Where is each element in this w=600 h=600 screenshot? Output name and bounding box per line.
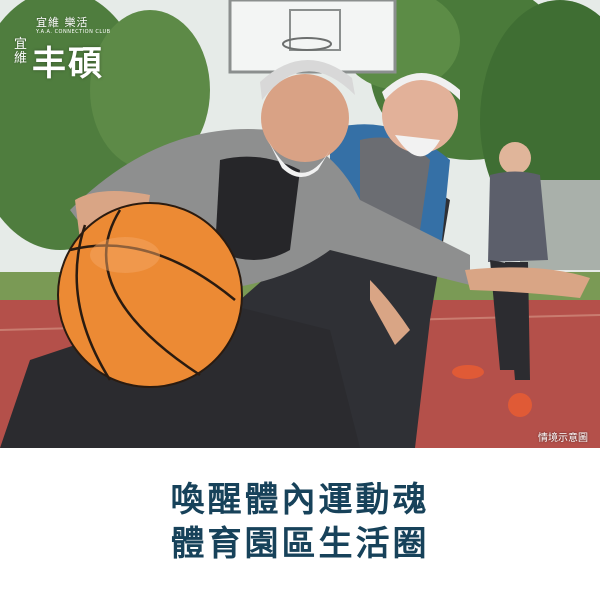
logo-side-text: 宜維 [14,37,28,66]
photo-caption: 情境示意圖 [538,433,588,444]
basketball-hoop [228,0,397,74]
brand-logo: 宜維 樂活 Y.A.A. CONNECTION CLUB 宜維 丰碩 [14,14,134,84]
logo-main-text: 丰碩 [32,44,104,84]
basketball-scene-illustration [0,0,600,448]
logo-sub-text: Y.A.A. CONNECTION CLUB [36,29,111,35]
basketball [57,202,243,388]
headline-line-1: 喚醒體內運動魂 [170,480,430,520]
hero-photo: 宜維 樂活 Y.A.A. CONNECTION CLUB 宜維 丰碩 情境示意圖 [0,0,600,448]
headline: 喚醒體內運動魂 體育園區生活圈 [0,478,600,566]
logo-top-text: 宜維 樂活 [36,16,89,29]
headline-line-2: 體育園區生活圈 [170,524,430,564]
